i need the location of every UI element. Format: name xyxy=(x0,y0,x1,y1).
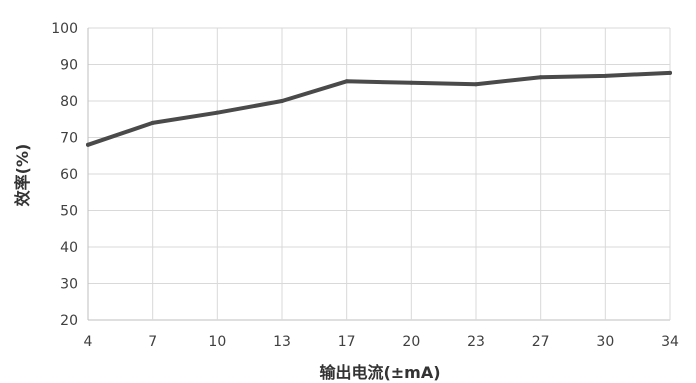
y-tick-label: 70 xyxy=(60,131,78,147)
x-tick-label: 23 xyxy=(467,334,485,350)
y-tick-label: 80 xyxy=(60,94,78,110)
data-point xyxy=(215,110,220,115)
x-tick-label: 27 xyxy=(532,334,550,350)
series-line xyxy=(86,70,672,147)
series-group xyxy=(86,70,672,147)
x-tick-label: 7 xyxy=(148,334,157,350)
data-point xyxy=(409,80,414,85)
x-tick-label: 4 xyxy=(84,334,93,350)
x-tick-label: 13 xyxy=(273,334,291,350)
y-tick-label: 50 xyxy=(60,204,78,220)
data-point xyxy=(474,82,478,87)
grid-lines xyxy=(87,27,671,321)
y-tick-label: 30 xyxy=(60,277,78,293)
x-axis-title: 输出电流(±mA) xyxy=(319,363,440,382)
y-tick-label: 100 xyxy=(51,21,78,37)
x-tick-label: 17 xyxy=(338,334,356,350)
x-tick-label: 34 xyxy=(661,334,679,350)
y-tick-label: 40 xyxy=(60,240,78,256)
x-axis-ticks: 4 7 10 13 17 20 23 27 30 34 xyxy=(84,334,679,350)
data-point xyxy=(668,70,672,75)
x-tick-label: 10 xyxy=(208,334,226,350)
x-tick-label: 20 xyxy=(402,334,420,350)
x-tick-label: 30 xyxy=(596,334,614,350)
data-point xyxy=(603,73,608,78)
data-point xyxy=(86,142,90,147)
data-point xyxy=(538,75,543,80)
y-axis-ticks: 20 30 40 50 60 70 80 90 100 xyxy=(51,21,78,329)
data-point xyxy=(150,120,155,125)
y-axis-title: 效率(%) xyxy=(13,144,32,207)
data-point xyxy=(280,99,284,103)
y-tick-label: 90 xyxy=(60,58,78,74)
data-point xyxy=(344,79,349,84)
y-tick-label: 20 xyxy=(60,313,78,329)
y-tick-label: 60 xyxy=(60,167,78,183)
